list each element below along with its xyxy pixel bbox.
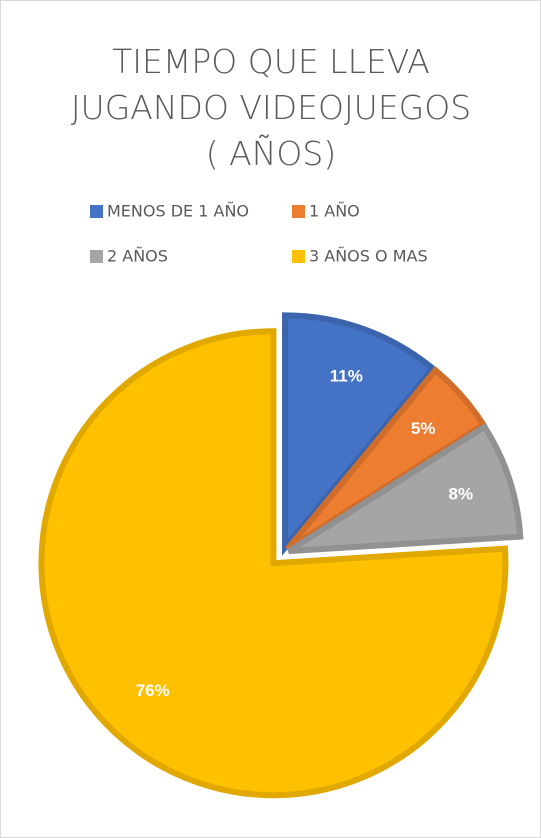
legend-label: 2 AÑOS [107,247,168,266]
slice-edge [282,312,438,556]
pie-slice [287,422,524,555]
legend-swatch [292,205,305,218]
legend-label: 3 AÑOS O MAS [309,247,428,266]
pie-slice [38,328,509,799]
pie-slice [282,312,438,556]
legend-label: MENOS DE 1 AÑO [107,202,249,221]
slice-edge [38,328,509,799]
legend-label: 1 AÑO [309,202,360,221]
legend-swatch [90,250,103,263]
data-label: 8% [449,485,474,504]
legend-swatch [292,250,305,263]
slice-edge [287,422,524,555]
data-label: 76% [136,681,170,700]
chart-title: TIEMPO QUE LLEVA JUGANDO VIDEOJUEGOS ( A… [70,42,472,173]
legend-swatch [90,205,103,218]
data-label: 11% [330,367,363,386]
data-label: 5% [411,419,436,438]
